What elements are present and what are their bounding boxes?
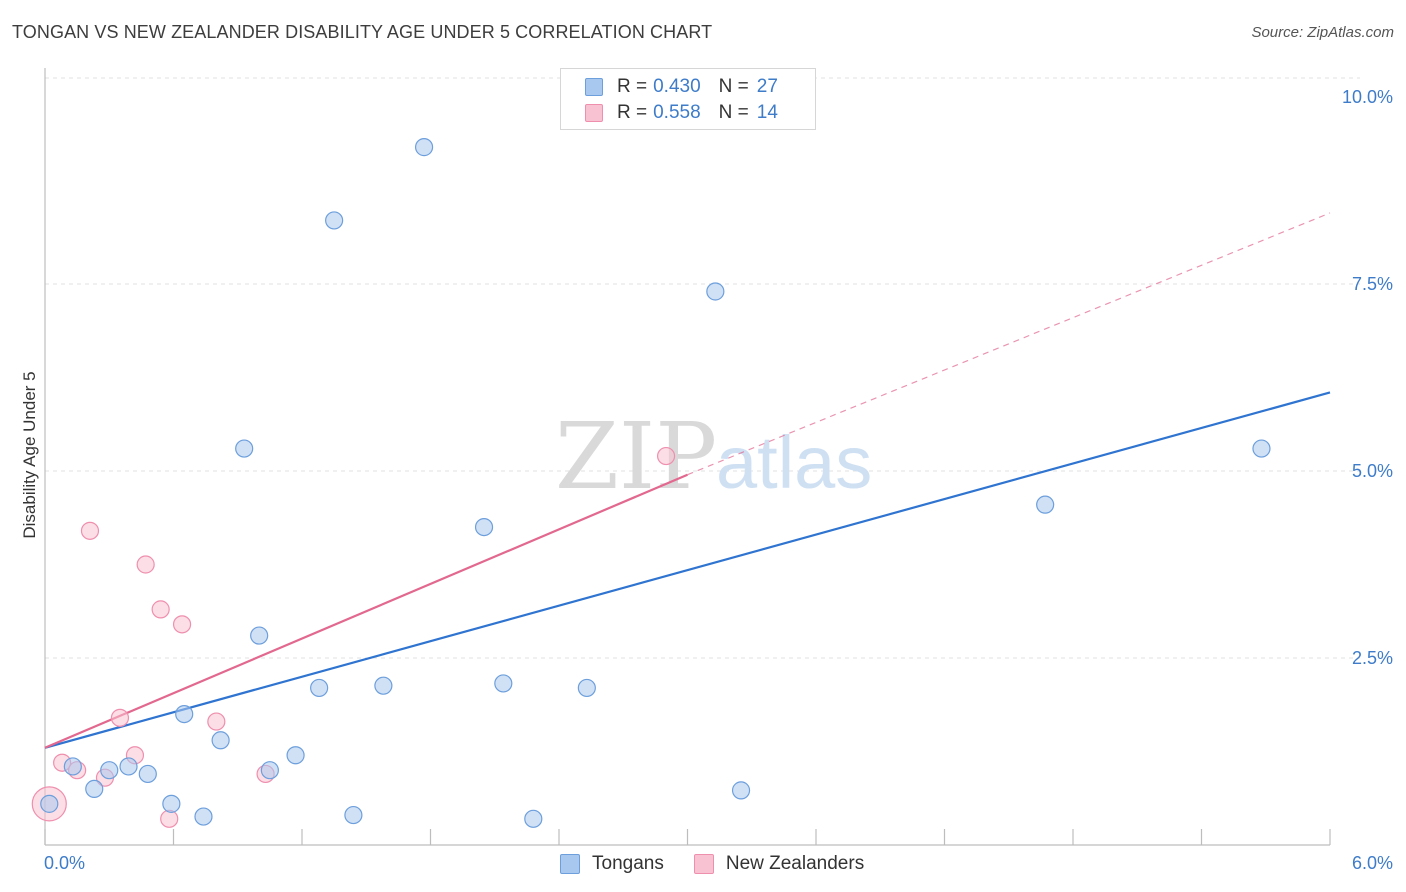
legend-n-label: N = <box>718 76 749 97</box>
legend-r-label: R = <box>617 102 648 123</box>
new-zealander-point <box>110 708 130 727</box>
legend-r-value: 0.430 <box>653 76 701 97</box>
tongan-point <box>119 757 138 776</box>
tongan-point <box>85 779 104 799</box>
tongan-point <box>100 761 119 780</box>
gridlines <box>45 77 1360 659</box>
new-zealander-point <box>160 809 179 828</box>
legend-item-new-zealanders[interactable]: New Zealanders <box>693 853 865 875</box>
watermark-zip: ZIP <box>555 403 717 510</box>
legend-swatch-tongans <box>560 854 580 874</box>
legend-row-tongans: R = 0.430 N = 27 <box>585 75 778 99</box>
tongan-point <box>40 794 59 813</box>
tongan-point <box>286 746 305 765</box>
tongan-point <box>310 678 329 698</box>
x-tick-label: 0.0% <box>44 853 85 873</box>
y-tick-label: 7.5% <box>1352 274 1393 294</box>
tongan-point <box>706 282 725 301</box>
y-tick-labels: 2.5% 5.0% 7.5% 10.0% <box>1342 87 1393 668</box>
tongan-point <box>250 626 269 645</box>
trend-line-new-zealanders <box>44 473 688 749</box>
legend-r-label: R = <box>617 76 648 97</box>
x-tick-label: 6.0% <box>1352 853 1393 873</box>
chart-title: TONGAN VS NEW ZEALANDER DISABILITY AGE U… <box>12 22 713 42</box>
legend-swatch-tongans <box>585 78 603 96</box>
legend-label-new-zealanders: New Zealanders <box>725 853 865 874</box>
tongan-point <box>731 781 751 800</box>
tongan-point <box>374 676 393 695</box>
tongan-point <box>1252 439 1271 458</box>
new-zealander-point <box>80 521 100 540</box>
tongan-point <box>235 439 254 458</box>
tongan-point <box>162 794 181 813</box>
series-legend: Tongans New Zealanders <box>560 851 894 877</box>
new-zealander-point <box>172 615 192 634</box>
legend-row-new-zealanders: R = 0.558 N = 14 <box>585 101 778 125</box>
x-tick-labels: 0.0% 6.0% <box>44 853 1393 873</box>
new-zealander-point <box>656 446 676 466</box>
tongan-point <box>325 211 344 230</box>
legend-swatch-new-zealanders <box>693 854 714 874</box>
watermark-atlas: atlas <box>716 421 872 504</box>
legend-item-tongans[interactable]: Tongans <box>560 853 664 875</box>
legend-label-tongans: Tongans <box>592 853 664 874</box>
y-axis-label: Disability Age Under 5 <box>20 371 39 539</box>
y-tick-label: 5.0% <box>1352 461 1393 481</box>
new-zealander-point <box>136 555 155 574</box>
tongan-point <box>577 678 596 698</box>
legend-swatch-new-zealanders <box>585 104 603 122</box>
trend-lines <box>44 212 1331 749</box>
tongan-point <box>344 805 363 825</box>
trend-line-extension-new-zealanders <box>687 212 1331 476</box>
tongan-point <box>474 517 494 537</box>
new-zealander-point <box>207 712 226 731</box>
tongan-point <box>260 761 279 780</box>
tongan-point <box>494 674 513 693</box>
watermark: ZIP atlas <box>555 403 872 510</box>
correlation-legend: R = 0.430 N = 27 R = 0.558 N = 14 <box>560 68 816 130</box>
tongan-point <box>194 807 213 826</box>
tongan-point <box>211 731 230 750</box>
tongan-point <box>138 764 157 784</box>
legend-n-value: 27 <box>756 76 778 97</box>
legend-r-value: 0.558 <box>653 102 701 123</box>
data-points <box>31 138 1271 828</box>
tongan-point <box>175 704 194 724</box>
tongan-point <box>414 138 434 157</box>
source-label: Source: ZipAtlas.com <box>1251 24 1394 41</box>
trend-line-tongans <box>44 391 1331 749</box>
legend-n-value: 14 <box>756 102 778 123</box>
y-tick-label: 2.5% <box>1352 648 1393 668</box>
tongan-point <box>524 809 543 828</box>
axes <box>44 68 1331 846</box>
legend-n-label: N = <box>718 102 749 123</box>
new-zealander-point <box>151 600 170 619</box>
tongan-point <box>1036 495 1055 514</box>
tongan-point <box>63 757 82 776</box>
y-tick-label: 10.0% <box>1342 87 1393 107</box>
